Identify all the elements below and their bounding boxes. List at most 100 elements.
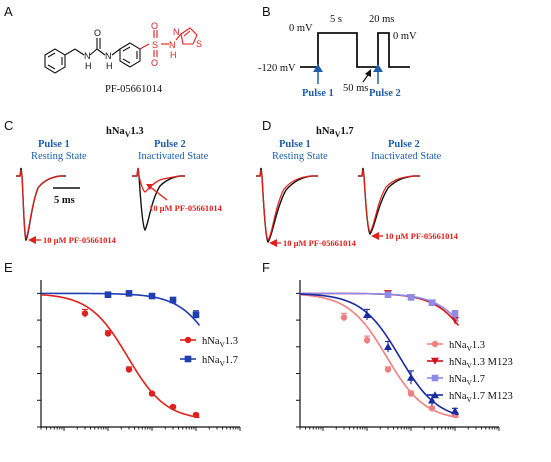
pulse2-arrow-head bbox=[373, 64, 383, 72]
panel-d-annotation2: 10 µM PF-05661014 bbox=[385, 231, 459, 241]
pulse1-arrow-head bbox=[313, 64, 323, 72]
panel-label-e: E bbox=[4, 260, 13, 275]
chart-e-legend-label-1: hNaV1.7 bbox=[202, 355, 238, 368]
chart-f-point bbox=[407, 294, 415, 301]
chart-e-point bbox=[192, 411, 200, 419]
chart-e-legend-marker bbox=[184, 355, 192, 363]
chart-f-point bbox=[427, 396, 436, 404]
chart-e-legend-marker bbox=[184, 336, 192, 344]
compound-name: PF-05661014 bbox=[105, 84, 163, 95]
atom-n-thiazole: N bbox=[173, 27, 180, 37]
chart-e-legend-label-0: hNaV1.3 bbox=[202, 336, 238, 349]
atom-n3: N bbox=[169, 40, 176, 50]
atom-s-sulfonyl: S bbox=[152, 40, 158, 50]
chart-f-point bbox=[363, 336, 371, 344]
panel-d-title: hNaV1.7 bbox=[316, 126, 354, 139]
panel-d-arrow2 bbox=[371, 232, 379, 240]
label-minus120mv: -120 mV bbox=[258, 63, 296, 74]
atom-n2: N bbox=[105, 51, 112, 61]
panel-d-state1: Resting State bbox=[272, 151, 328, 162]
chart-e-point bbox=[169, 403, 177, 411]
chemical-structure bbox=[44, 38, 141, 74]
pulse1-label: Pulse 1 bbox=[302, 88, 334, 99]
chart-f: hNaV1.3 hNaV1.3 M123 hNaV1.7 hNaV1.7 M123 bbox=[296, 280, 513, 431]
benzene-ring bbox=[44, 48, 66, 74]
chart-e-fit-0 bbox=[40, 293, 200, 419]
panel-label-d: D bbox=[262, 118, 271, 133]
protocol-trace bbox=[300, 32, 410, 68]
panel-label-a: A bbox=[4, 4, 13, 19]
panel-d-pulse2: Pulse 2 bbox=[388, 139, 420, 150]
chart-e-point bbox=[125, 290, 133, 297]
panel-c-pulse2: Pulse 2 bbox=[154, 139, 186, 150]
structure-atoms: O N H N H S O O N H N S bbox=[84, 21, 202, 71]
chart-f-legend-label-1: hNaV1.3 M123 bbox=[449, 357, 513, 370]
panel-c-state1: Resting State bbox=[31, 151, 87, 162]
chart-f-legend-marker bbox=[431, 374, 439, 382]
voltage-protocol: 0 mV 5 s 20 ms 0 mV -120 mV 50 ms Pulse … bbox=[258, 14, 417, 99]
panel-d-trace2-control bbox=[358, 167, 420, 236]
chart-e-point bbox=[104, 291, 112, 298]
chart-f-point bbox=[428, 299, 436, 307]
label-20ms: 20 ms bbox=[369, 14, 394, 25]
chart-f-legend-marker bbox=[431, 391, 439, 399]
chart-f-fit-0 bbox=[299, 293, 459, 419]
chart-f-legend-label-2: hNaV1.7 bbox=[449, 374, 485, 387]
panel-d-pulse1: Pulse 1 bbox=[279, 139, 311, 150]
pulse2-label: Pulse 2 bbox=[369, 88, 401, 99]
atom-s-thiazole: S bbox=[196, 39, 202, 49]
chart-f-point bbox=[407, 390, 415, 397]
chart-f-point bbox=[407, 373, 416, 381]
panel-d-arrow1 bbox=[269, 239, 277, 247]
sulfonamide-group bbox=[139, 27, 198, 57]
atom-n2-h: H bbox=[106, 61, 113, 71]
chart-e: hNaV1.3 hNaV1.7 bbox=[37, 280, 241, 431]
chart-e-point bbox=[192, 311, 200, 319]
atom-o-urea: O bbox=[94, 28, 101, 38]
chart-f-point bbox=[428, 405, 436, 412]
label-50ms: 50 ms bbox=[343, 83, 368, 94]
chart-e-point bbox=[104, 330, 112, 337]
chart-f-point bbox=[451, 310, 459, 317]
chart-f-legend-marker bbox=[431, 357, 439, 365]
chart-f-point bbox=[340, 314, 348, 321]
chart-f-point bbox=[384, 366, 392, 373]
panel-c-annotation1: 10 µM PF-05661014 bbox=[43, 235, 117, 245]
atom-o-bottom: O bbox=[151, 58, 158, 68]
chart-f-point bbox=[383, 343, 392, 351]
chart-e-point bbox=[125, 366, 133, 373]
chart-e-point bbox=[81, 310, 89, 317]
panel-d: hNaV1.7 Pulse 1 Resting State Pulse 2 In… bbox=[256, 126, 459, 248]
chart-e-point bbox=[148, 292, 156, 300]
atom-n1: N bbox=[84, 51, 91, 61]
panel-d-annotation1: 10 µM PF-05661014 bbox=[283, 238, 357, 248]
chart-e-point bbox=[148, 390, 156, 397]
panel-label-c: C bbox=[4, 118, 13, 133]
panel-c-trace2-control bbox=[132, 167, 185, 232]
chart-e-point bbox=[169, 296, 177, 304]
panel-c-pulse1: Pulse 1 bbox=[38, 139, 70, 150]
label-0mv-left: 0 mV bbox=[289, 23, 313, 34]
label-5s: 5 s bbox=[330, 14, 342, 25]
chart-f-point bbox=[384, 291, 392, 298]
panel-c-state2: Inactivated State bbox=[138, 151, 209, 162]
atom-n3-h: H bbox=[170, 50, 177, 60]
panel-d-trace1-drug bbox=[256, 169, 318, 241]
panel-c: hNaV1.3 Pulse 1 Resting State Pulse 2 In… bbox=[16, 126, 223, 245]
label-0mv-right: 0 mV bbox=[393, 31, 417, 42]
atom-n1-h: H bbox=[85, 61, 92, 71]
chart-f-legend-label-3: hNaV1.7 M123 bbox=[449, 391, 513, 404]
chart-f-point bbox=[363, 310, 372, 318]
panel-d-trace2-drug bbox=[358, 169, 420, 233]
panel-label-b: B bbox=[262, 4, 271, 19]
panel-c-arrow2 bbox=[148, 185, 168, 201]
panel-c-trace2-drug bbox=[132, 167, 185, 193]
panel-c-scale-label: 5 ms bbox=[54, 195, 75, 206]
atom-o-top: O bbox=[151, 21, 158, 31]
panel-d-trace1-control bbox=[256, 167, 318, 244]
panel-c-title: hNaV1.3 bbox=[106, 126, 144, 139]
panel-c-annotation2: 10 µM PF-05661014 bbox=[149, 203, 223, 213]
chart-f-legend-label-0: hNaV1.3 bbox=[449, 340, 485, 353]
